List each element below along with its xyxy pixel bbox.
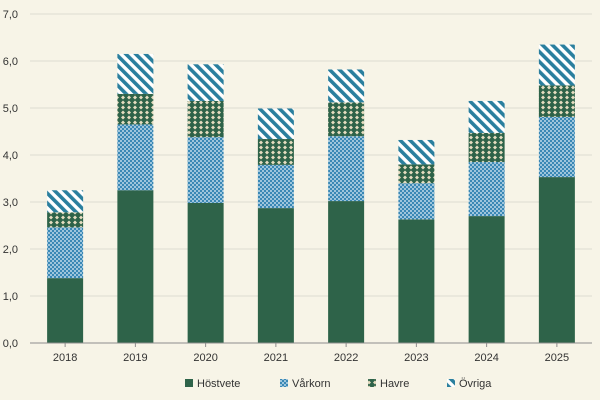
legend-label: Vårkorn [292,378,331,390]
x-tick-label: 2021 [264,352,288,364]
bar-2025-Havre [538,85,575,117]
bar-2021-Övriga [257,108,294,140]
bar-2020-Vårkorn [187,137,224,203]
legend-label: Havre [380,378,409,390]
x-tick-label: 2025 [545,352,569,364]
legend-swatch-Vårkorn [280,379,288,387]
bar-2025-Övriga [538,44,575,86]
bar-2023-Övriga [398,139,435,165]
bar-2023-Höstvete [398,219,435,343]
bar-2018-Havre [47,212,84,228]
bar-2023-Havre [398,164,435,184]
y-tick-label: 3,0 [3,197,18,209]
bar-2024-Höstvete [468,216,505,343]
y-tick-label: 5,0 [3,103,18,115]
y-tick-label: 0,0 [3,338,18,350]
y-axis: 0,0 1,0 2,0 3,0 4,0 5,0 6,0 7,0 [3,9,18,350]
legend: Höstvete Vårkorn Havre Övriga [185,378,492,390]
legend-swatch-Havre [368,379,376,387]
bar-2022-Havre [328,102,365,137]
x-tick-label: 2018 [53,352,77,364]
bar-2025-Höstvete [538,177,575,343]
bar-2019-Övriga [117,53,154,94]
bar-2024-Havre [468,132,505,163]
x-tick-label: 2020 [193,352,217,364]
bar-2018-Övriga [47,190,84,213]
bar-2024-Vårkorn [468,162,505,217]
gridlines [30,13,592,297]
bar-2022-Vårkorn [328,136,365,202]
legend-label: Övriga [459,378,492,390]
bar-2020-Höstvete [187,202,224,343]
y-tick-label: 1,0 [3,291,18,303]
y-tick-label: 6,0 [3,56,18,68]
y-tick-label: 7,0 [3,9,18,21]
bar-2020-Övriga [187,64,224,101]
bar-2018-Höstvete [47,278,84,343]
x-tick-label: 2022 [334,352,358,364]
x-tick-label: 2019 [123,352,147,364]
bar-2021-Höstvete [257,208,294,343]
bar-2022-Höstvete [328,201,365,343]
y-tick-label: 4,0 [3,150,18,162]
legend-swatch-Höstvete [185,379,193,387]
bar-2024-Övriga [468,100,505,133]
bar-2023-Vårkorn [398,183,435,220]
x-axis: 2018 2019 2020 2021 2022 2023 2024 2025 [53,343,569,364]
bar-2022-Övriga [328,69,365,103]
y-tick-label: 2,0 [3,244,18,256]
bar-2018-Vårkorn [47,227,84,279]
bar-2019-Havre [117,93,154,125]
legend-label: Höstvete [197,378,240,390]
bar-2019-Höstvete [117,190,154,343]
bar-2021-Havre [257,139,294,165]
x-tick-label: 2023 [404,352,428,364]
x-tick-label: 2024 [474,352,498,364]
bar-2025-Vårkorn [538,116,575,178]
legend-swatch-Övriga [447,379,455,387]
bar-2019-Vårkorn [117,124,154,191]
bar-2021-Vårkorn [257,164,294,209]
bar-2020-Havre [187,100,224,138]
bars [47,44,575,343]
